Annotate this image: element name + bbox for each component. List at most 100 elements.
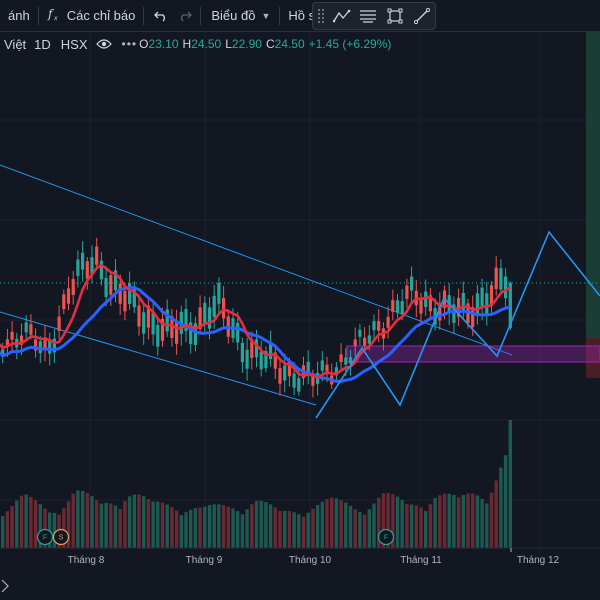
candle-body [334,367,338,376]
volume-bar [5,511,10,548]
rectangle-tool-button[interactable] [382,3,409,29]
volume-bar [15,500,19,548]
volume-bar [391,494,395,548]
lines-tool-button[interactable] [355,3,382,29]
candle-body [34,339,38,351]
volume-bar [377,497,381,548]
candle-body [175,321,179,344]
undo-button[interactable] [144,0,174,32]
volume-bar [33,500,38,548]
candle-body [90,257,94,276]
candle-body [222,297,226,319]
volume-bar [367,509,371,548]
volume-bar [452,494,456,548]
candle-body [142,312,146,334]
high-key: H [182,37,192,51]
toolbar-divider [200,6,202,25]
volume-bar [212,504,216,548]
volume-bar [43,508,47,548]
volume-bar [193,508,198,548]
volume-bar [29,496,33,548]
candle-body [269,342,273,360]
candle-body [273,352,277,369]
volume-bar [146,499,151,548]
toolbar-divider [279,6,281,25]
volume-bar [442,493,447,548]
candle-body [489,285,494,307]
volume-bar [414,505,418,548]
candle-body [52,338,56,353]
candle-body [207,307,212,329]
indicators-button[interactable]: ánh [0,0,38,32]
interval-label[interactable]: 1D [34,36,51,52]
candle-body [367,335,371,344]
candle-body [283,365,287,381]
volume-bar [315,505,320,548]
channel-lower-line [0,311,317,406]
candle-body [245,349,249,369]
volume-bar [283,510,287,548]
chart-type-dropdown[interactable]: Biểu đồ ▼ [201,0,279,32]
eye-icon[interactable] [95,38,112,50]
candle-body [466,303,470,324]
candle-body [386,316,390,328]
volume-bar [499,467,503,548]
volume-bar [217,504,221,548]
low-key: L [225,37,232,51]
candle-body [217,283,221,304]
zigzag-line [315,230,600,419]
redo-button[interactable] [174,0,200,32]
candle-body [348,357,353,364]
price-scale-down-zone [586,338,600,378]
candle-body [504,276,508,299]
scroll-arrow-icon[interactable] [1,579,9,593]
volume-bar [489,492,494,548]
volume-bar [156,501,160,548]
volume-bar [254,500,259,548]
candle-body [151,312,155,335]
candle-body [203,302,207,325]
open-key: O [139,37,149,51]
trendline-tool-button[interactable] [408,3,435,29]
more-options-icon[interactable]: ••• [121,37,138,51]
trend-tool-button[interactable] [329,3,356,29]
candle-body [250,339,254,358]
zigzag-icon [332,9,351,23]
candle-body [118,283,122,304]
channel-drawing [0,164,513,406]
volume-bar [424,510,428,548]
volume-bar [160,502,165,548]
candle-body [377,321,381,331]
volume-bar [339,500,343,548]
candle-body [43,337,47,350]
volume-bar [278,511,282,548]
candle-body [485,293,489,315]
candle-body [287,361,291,377]
candle-body [5,339,9,347]
ma-slow-line [0,286,511,383]
symbol-name[interactable]: Việt [4,36,27,52]
volume-bar [66,501,71,548]
candle-body [311,374,315,386]
event-marker-label: S [59,535,64,542]
volume-bar [90,496,94,548]
drag-handle-icon[interactable] [317,8,325,24]
volume-bar [95,500,99,548]
candle-body [400,301,404,314]
volume-bar [362,514,367,548]
drawing-toolbar [312,2,436,30]
indicators-label: ánh [8,8,30,23]
candle-body [475,293,479,314]
volume-bar [71,493,75,548]
top-toolbar: ánh fx Các chỉ báo Biểu đồ ▼ Hồ sơ ▼ [0,0,600,32]
candle-body [259,351,263,370]
open-value: 23.10 [148,37,179,51]
volume-bar [24,494,28,548]
volume-bar [456,497,461,548]
candle-body [424,291,428,308]
volume-bar [268,504,273,548]
candle-body [104,277,108,297]
candle-body [358,329,362,337]
